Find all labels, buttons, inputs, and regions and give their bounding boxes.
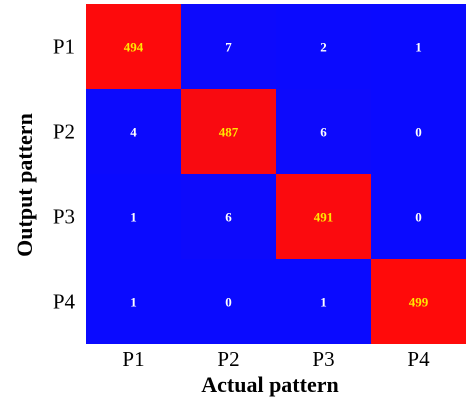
heatmap-cell-r1-c1 <box>86 4 181 89</box>
heatmap-cell-r2-c2 <box>181 89 276 174</box>
heatmap-cell-r3-c4 <box>371 174 466 259</box>
heatmap-cell-r4-c4 <box>371 259 466 344</box>
y-axis-ticks: P1 P2 P3 P4 <box>53 35 76 314</box>
x-axis-ticks: P1 P2 P3 P4 <box>122 347 430 371</box>
heatmap-value-label-r1-c1: 494 <box>124 40 144 55</box>
y-axis-title: Output pattern <box>12 113 37 257</box>
x-tick-label-p2: P2 <box>217 347 239 371</box>
heatmap-value-label-r3-c2: 6 <box>225 210 232 225</box>
x-tick-label-p1: P1 <box>122 347 144 371</box>
heatmap-value-label-r4-c2: 0 <box>225 295 232 310</box>
heatmap-cell-r4-c3 <box>276 259 371 344</box>
heatmap-value-label-r3-c3: 491 <box>314 210 334 225</box>
heatmap-cells <box>86 4 466 344</box>
heatmap-cell-r4-c2 <box>181 259 276 344</box>
heatmap-value-label-r2-c2: 487 <box>219 125 239 140</box>
heatmap-value-label-r2-c4: 0 <box>415 125 422 140</box>
heatmap-cell-r1-c2 <box>181 4 276 89</box>
y-tick-label-p1: P1 <box>53 35 75 59</box>
heatmap-cell-r2-c3 <box>276 89 371 174</box>
heatmap-cell-r3-c1 <box>86 174 181 259</box>
heatmap-value-label-r4-c3: 1 <box>320 295 327 310</box>
heatmap-cell-r1-c4 <box>371 4 466 89</box>
heatmap-value-label-r2-c3: 6 <box>320 125 327 140</box>
heatmap-cell-r2-c1 <box>86 89 181 174</box>
heatmap-value-label-r3-c1: 1 <box>130 210 137 225</box>
heatmap-value-label-r4-c4: 499 <box>409 295 429 310</box>
x-tick-label-p3: P3 <box>312 347 334 371</box>
heatmap-value-labels: 494 7 2 1 4 487 6 0 1 6 491 0 1 0 1 499 <box>124 40 429 310</box>
heatmap-cell-r3-c3 <box>276 174 371 259</box>
heatmap-cell-r2-c4 <box>371 89 466 174</box>
y-tick-label-p2: P2 <box>53 120 75 144</box>
heatmap-value-label-r1-c2: 7 <box>225 40 232 55</box>
heatmap-value-label-r1-c4: 1 <box>415 40 422 55</box>
heatmap-cell-r1-c3 <box>276 4 371 89</box>
y-tick-label-p4: P4 <box>53 290 76 314</box>
heatmap-value-label-r4-c1: 1 <box>130 295 137 310</box>
heatmap-value-label-r1-c3: 2 <box>320 40 327 55</box>
heatmap-value-label-r2-c1: 4 <box>130 125 137 140</box>
heatmap-cell-r3-c2 <box>181 174 276 259</box>
heatmap-value-label-r3-c4: 0 <box>415 210 422 225</box>
heatmap-cell-r4-c1 <box>86 259 181 344</box>
x-axis-title: Actual pattern <box>201 372 338 397</box>
x-tick-label-p4: P4 <box>407 347 430 371</box>
y-tick-label-p3: P3 <box>53 205 75 229</box>
